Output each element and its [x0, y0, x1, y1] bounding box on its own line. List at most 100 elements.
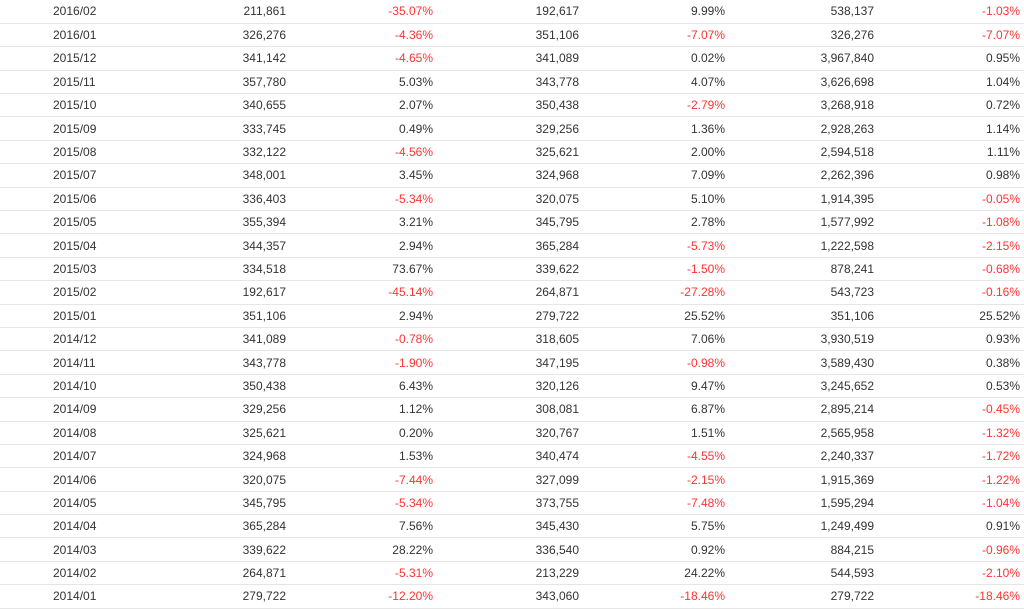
value-1-cell: 325,621	[140, 421, 290, 445]
value-2-cell: 327,099	[437, 467, 583, 492]
month-cell: 2014/03	[0, 537, 140, 562]
rate-1-cell: -7.44%	[290, 467, 437, 492]
table-row: 2015/12 341,142 -4.65% 341,089 0.02% 3,967,84…	[0, 46, 1024, 71]
value-1-cell: 351,106	[140, 304, 290, 328]
table-row: 2014/09 329,256 1.12% 308,081 6.87% 2,895,214…	[0, 397, 1024, 422]
value-2-cell: 341,089	[437, 46, 583, 71]
value-3-cell: 544,593	[729, 561, 878, 586]
value-1-cell: 334,518	[140, 257, 290, 282]
value-1-cell: 279,722	[140, 584, 290, 609]
rate-3-cell: 0.72%	[878, 93, 1024, 118]
month-cell: 2015/06	[0, 187, 140, 212]
rate-2-cell: 25.52%	[583, 304, 729, 328]
rate-2-cell: -4.55%	[583, 444, 729, 469]
table-row: 2015/08 332,122 -4.56% 325,621 2.00% 2,594,51…	[0, 140, 1024, 165]
value-3-cell: 2,594,518	[729, 140, 878, 165]
value-1-cell: 332,122	[140, 140, 290, 165]
value-2-cell: 351,106	[437, 23, 583, 48]
table-row: 2015/02 192,617 -45.14% 264,871 -27.28% 543,7…	[0, 280, 1024, 305]
month-cell: 2014/11	[0, 350, 140, 375]
rate-2-cell: -5.73%	[583, 233, 729, 258]
value-2-cell: 320,767	[437, 421, 583, 445]
value-1-cell: 365,284	[140, 514, 290, 539]
rate-1-cell: 1.53%	[290, 444, 437, 469]
rate-2-cell: 6.87%	[583, 397, 729, 422]
table-row: 2014/08 325,621 0.20% 320,767 1.51% 2,565,958…	[0, 421, 1024, 445]
rate-1-cell: -4.56%	[290, 140, 437, 165]
rate-2-cell: 1.51%	[583, 421, 729, 445]
rate-2-cell: -7.48%	[583, 491, 729, 516]
value-3-cell: 884,215	[729, 537, 878, 562]
rate-1-cell: -5.34%	[290, 187, 437, 212]
rate-3-cell: -1.03%	[878, 0, 1024, 24]
value-1-cell: 344,357	[140, 233, 290, 258]
month-cell: 2015/07	[0, 163, 140, 188]
value-2-cell: 213,229	[437, 561, 583, 586]
rate-3-cell: -2.15%	[878, 233, 1024, 258]
month-cell: 2014/08	[0, 421, 140, 445]
table-row: 2015/10 340,655 2.07% 350,438 -2.79% 3,268,91…	[0, 93, 1024, 118]
rate-3-cell: -1.72%	[878, 444, 1024, 469]
table-row: 2014/02 264,871 -5.31% 213,229 24.22% 544,593…	[0, 561, 1024, 586]
value-3-cell: 326,276	[729, 23, 878, 48]
rate-2-cell: -18.46%	[583, 584, 729, 609]
rate-3-cell: 1.11%	[878, 140, 1024, 165]
rate-2-cell: -27.28%	[583, 280, 729, 305]
value-1-cell: 343,778	[140, 350, 290, 375]
value-3-cell: 3,967,840	[729, 46, 878, 71]
rate-1-cell: -35.07%	[290, 0, 437, 24]
value-2-cell: 345,430	[437, 514, 583, 539]
rate-2-cell: -2.79%	[583, 93, 729, 118]
rate-2-cell: 4.07%	[583, 70, 729, 95]
value-2-cell: 340,474	[437, 444, 583, 469]
rate-3-cell: -0.05%	[878, 187, 1024, 212]
value-2-cell: 325,621	[437, 140, 583, 165]
rate-1-cell: 2.94%	[290, 233, 437, 258]
month-cell: 2015/08	[0, 140, 140, 165]
table-row: 2015/07 348,001 3.45% 324,968 7.09% 2,262,396…	[0, 163, 1024, 188]
rate-1-cell: 73.67%	[290, 257, 437, 282]
rate-1-cell: 0.20%	[290, 421, 437, 445]
value-1-cell: 333,745	[140, 116, 290, 141]
rate-2-cell: -2.15%	[583, 467, 729, 492]
rate-2-cell: -7.07%	[583, 23, 729, 48]
rate-1-cell: -1.90%	[290, 350, 437, 375]
value-3-cell: 1,249,499	[729, 514, 878, 539]
value-2-cell: 308,081	[437, 397, 583, 422]
value-2-cell: 336,540	[437, 537, 583, 562]
value-1-cell: 355,394	[140, 210, 290, 235]
month-cell: 2014/06	[0, 467, 140, 492]
rate-3-cell: 0.38%	[878, 350, 1024, 375]
table-row: 2016/02 211,861 -35.07% 192,617 9.99% 538,137…	[0, 0, 1024, 24]
table-row: 2014/04 365,284 7.56% 345,430 5.75% 1,249,499…	[0, 514, 1024, 539]
month-cell: 2015/01	[0, 304, 140, 328]
table-row: 2015/06 336,403 -5.34% 320,075 5.10% 1,914,39…	[0, 187, 1024, 212]
rate-3-cell: -1.22%	[878, 467, 1024, 492]
value-3-cell: 279,722	[729, 584, 878, 609]
rate-3-cell: 0.53%	[878, 374, 1024, 399]
rate-1-cell: -4.65%	[290, 46, 437, 71]
month-cell: 2015/09	[0, 116, 140, 141]
value-3-cell: 538,137	[729, 0, 878, 24]
value-3-cell: 3,589,430	[729, 350, 878, 375]
rate-2-cell: 7.06%	[583, 327, 729, 352]
value-1-cell: 357,780	[140, 70, 290, 95]
value-2-cell: 350,438	[437, 93, 583, 118]
value-3-cell: 2,928,263	[729, 116, 878, 141]
value-3-cell: 1,222,598	[729, 233, 878, 258]
rate-3-cell: -0.16%	[878, 280, 1024, 305]
value-1-cell: 341,089	[140, 327, 290, 352]
rate-1-cell: 3.21%	[290, 210, 437, 235]
table-row: 2014/11 343,778 -1.90% 347,195 -0.98% 3,589,4…	[0, 350, 1024, 375]
value-1-cell: 326,276	[140, 23, 290, 48]
value-1-cell: 340,655	[140, 93, 290, 118]
value-1-cell: 211,861	[140, 0, 290, 24]
table-row: 2014/06 320,075 -7.44% 327,099 -2.15% 1,915,3…	[0, 467, 1024, 492]
table-row: 2015/03 334,518 73.67% 339,622 -1.50% 878,241…	[0, 257, 1024, 282]
table-row: 2015/04 344,357 2.94% 365,284 -5.73% 1,222,59…	[0, 233, 1024, 258]
value-2-cell: 279,722	[437, 304, 583, 328]
value-1-cell: 192,617	[140, 280, 290, 305]
value-1-cell: 350,438	[140, 374, 290, 399]
value-3-cell: 3,245,652	[729, 374, 878, 399]
